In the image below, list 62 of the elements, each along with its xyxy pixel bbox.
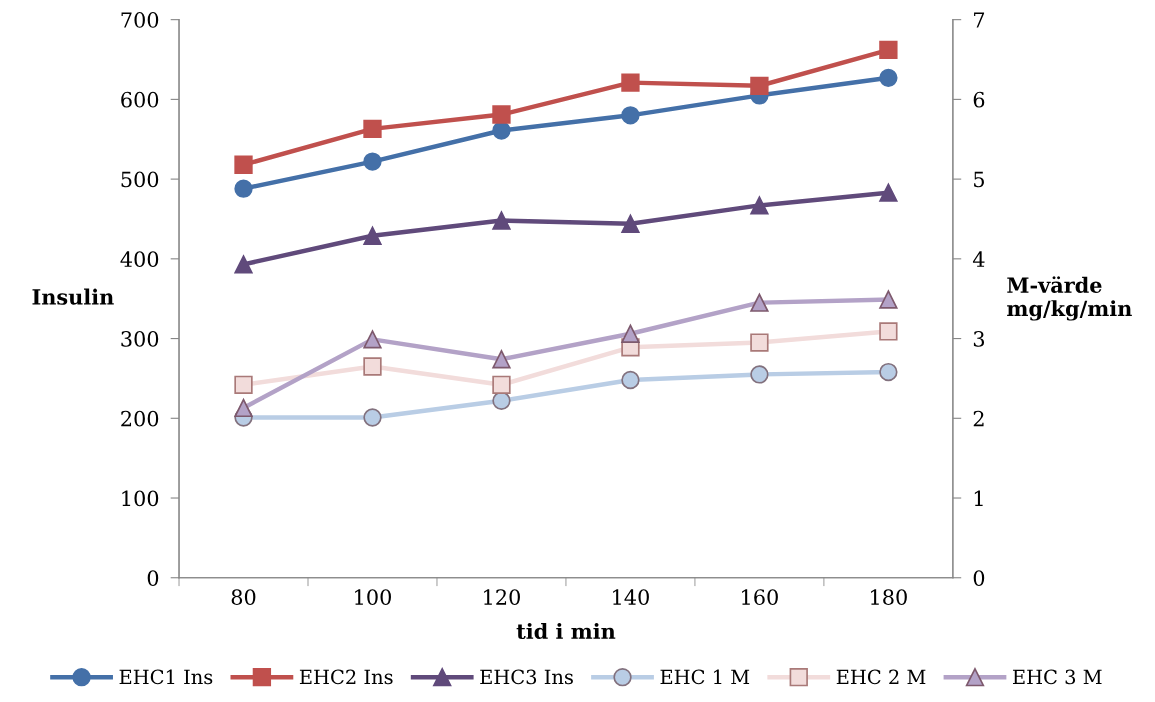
x-axis-title: tid i min (516, 622, 616, 640)
point (750, 365, 769, 384)
point (879, 362, 898, 382)
point (492, 350, 511, 369)
y2-tick-label: 3 (973, 331, 985, 347)
y-tick-label: 200 (121, 410, 159, 427)
y-axis-title: Insulin (32, 288, 114, 305)
legend-label: EHC 3 M (1012, 669, 1102, 685)
point (492, 211, 511, 230)
legend-label: EHC3 Ins (480, 669, 573, 685)
point (879, 183, 898, 202)
y2-tick-label: 0 (973, 570, 985, 586)
x-tick-label: 120 (484, 589, 520, 605)
point (879, 322, 898, 341)
point (363, 119, 382, 139)
y2-tick-label: 5 (974, 171, 984, 188)
point (492, 105, 511, 124)
legend-label: EHC 2 M (836, 669, 926, 685)
y-tick-label: 600 (121, 91, 159, 108)
y2-tick-label: 4 (972, 251, 985, 267)
y2-tick-label: 2 (973, 410, 984, 427)
y-tick-label: 500 (121, 171, 159, 188)
point (234, 155, 253, 174)
y2-axis-title: M-värde mg/kg/min (1007, 276, 1132, 321)
y-tick-label: 0 (147, 570, 159, 586)
point (879, 40, 898, 60)
y-tick-label: 300 (121, 331, 159, 347)
point (879, 290, 898, 309)
point (363, 152, 382, 171)
y-tick-label: 400 (120, 251, 159, 268)
x-tick-label: 160 (742, 589, 778, 605)
point (879, 68, 898, 88)
x-tick-label: 140 (613, 589, 649, 605)
point (234, 398, 253, 418)
y2-tick-label: 1 (974, 490, 983, 506)
point (621, 106, 640, 125)
point (750, 293, 769, 312)
x-tick-label: 80 (231, 589, 256, 605)
point (750, 333, 769, 352)
x-tick-label: 100 (355, 589, 391, 605)
y2-tick-label: 6 (973, 91, 985, 108)
point (234, 255, 253, 274)
point (621, 370, 640, 390)
x-tick-label: 180 (871, 589, 907, 605)
point (621, 324, 640, 343)
point (750, 76, 769, 95)
point (621, 73, 640, 92)
point (363, 357, 382, 376)
point (234, 179, 253, 198)
legend-label: EHC1 Ins (119, 669, 213, 685)
y-tick-label: 700 (121, 12, 159, 28)
point (234, 375, 253, 394)
point (363, 330, 382, 349)
point (363, 226, 382, 245)
legend-label: EHC2 Ins (299, 669, 393, 685)
point (750, 196, 769, 215)
y-tick-label: 100 (122, 490, 159, 507)
point (492, 375, 511, 394)
legend-label: EHC 1 M (660, 669, 750, 685)
point (363, 408, 382, 427)
point (621, 214, 640, 233)
y2-tick-label: 7 (974, 12, 985, 28)
